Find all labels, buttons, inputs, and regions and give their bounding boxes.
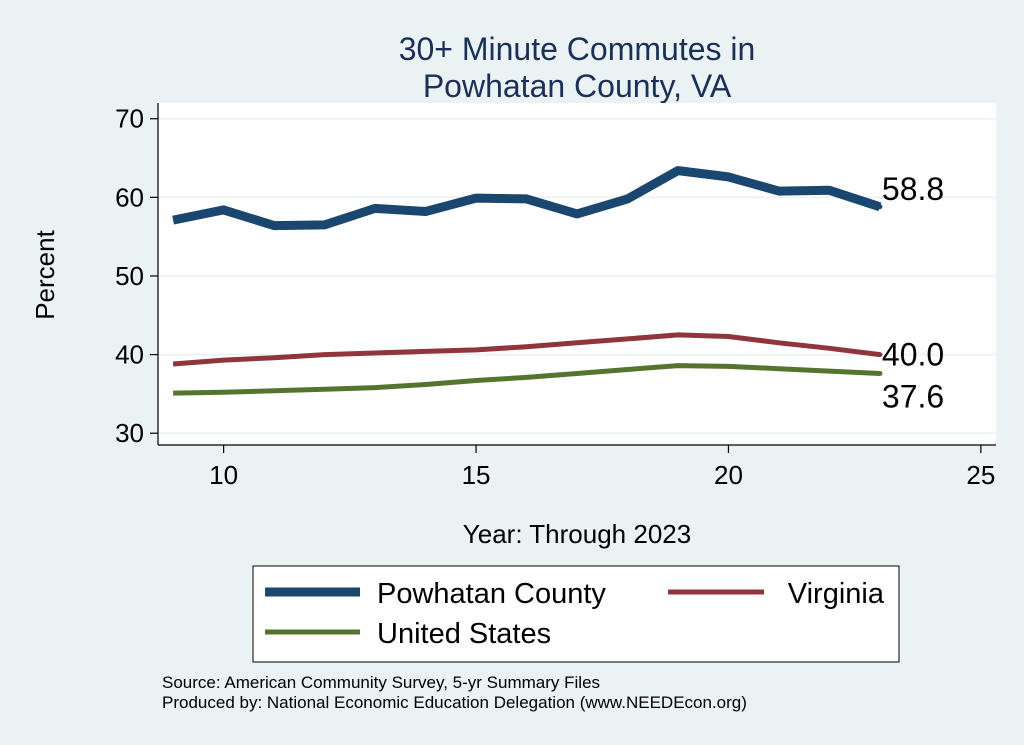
end-point-marker <box>877 204 883 210</box>
y-tick-label: 60 <box>115 182 144 212</box>
end-point-marker <box>877 352 883 358</box>
series-line-powhatan-county <box>172 166 882 231</box>
x-tick-label: 15 <box>462 460 491 490</box>
axes: 30 40 50 60 70 10 15 20 25 <box>115 103 996 490</box>
end-point-marker <box>877 370 883 376</box>
end-label-powhatan-county: 58.8 <box>882 171 944 207</box>
y-tick-label: 40 <box>115 340 144 370</box>
end-labels: 58.8 40.0 37.6 <box>882 171 944 415</box>
plot-area <box>158 103 996 445</box>
source-note: Source: American Community Survey, 5-yr … <box>162 673 600 692</box>
end-label-virginia: 40.0 <box>882 337 944 373</box>
series-lines <box>172 166 883 396</box>
legend: Powhatan County Virginia United States <box>252 565 900 663</box>
x-tick-label: 20 <box>714 460 743 490</box>
end-label-united-states: 37.6 <box>882 378 944 414</box>
series-line-virginia <box>172 332 881 367</box>
y-tick-label: 30 <box>115 418 144 448</box>
legend-label: Powhatan County <box>377 578 606 610</box>
x-tick-label: 10 <box>209 460 238 490</box>
y-axis-title: Percent <box>30 229 60 319</box>
x-tick-label: 25 <box>966 460 995 490</box>
series-line-united-states <box>173 363 881 396</box>
legend-label: Virginia <box>788 578 885 610</box>
chart-title-line-2: Powhatan County, VA <box>423 68 732 104</box>
y-tick-label: 50 <box>115 261 144 291</box>
chart-title-line-1: 30+ Minute Commutes in <box>399 31 756 67</box>
x-axis-title: Year: Through 2023 <box>463 519 691 549</box>
y-tick-label: 70 <box>115 104 144 134</box>
legend-box <box>252 565 900 663</box>
producer-note: Produced by: National Economic Education… <box>162 693 747 712</box>
legend-label: United States <box>377 618 551 650</box>
